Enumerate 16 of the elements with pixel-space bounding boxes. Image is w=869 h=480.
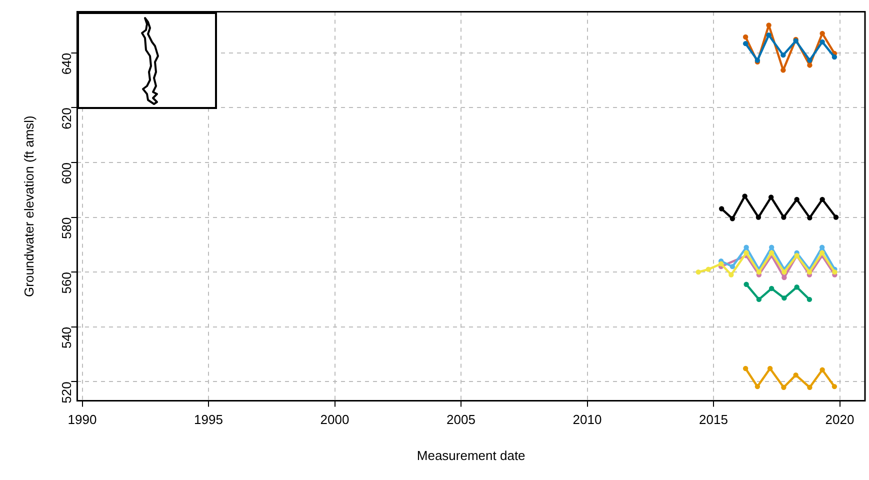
y-tick-label: 620 bbox=[58, 108, 74, 130]
y-tick-label: 640 bbox=[58, 52, 74, 75]
x-tick-label: 2000 bbox=[320, 412, 350, 428]
x-tick-label: 1995 bbox=[194, 412, 223, 428]
x-tick-label: 2010 bbox=[572, 412, 602, 428]
x-tick-label: 1990 bbox=[68, 412, 97, 428]
x-axis-title: Measurement date bbox=[416, 448, 526, 463]
y-tick-label: 600 bbox=[58, 162, 74, 184]
y-tick-label: 560 bbox=[58, 272, 74, 294]
x-tick-label: 2015 bbox=[699, 412, 728, 428]
x-tick-label: 2005 bbox=[446, 412, 476, 428]
x-tick-label: 2020 bbox=[825, 412, 854, 428]
y-tick-label: 520 bbox=[58, 382, 74, 404]
y-axis-title: Groundwater elevation (ft amsl) bbox=[21, 116, 36, 297]
y-tick-label: 540 bbox=[58, 326, 74, 349]
y-tick-label: 580 bbox=[58, 217, 74, 239]
